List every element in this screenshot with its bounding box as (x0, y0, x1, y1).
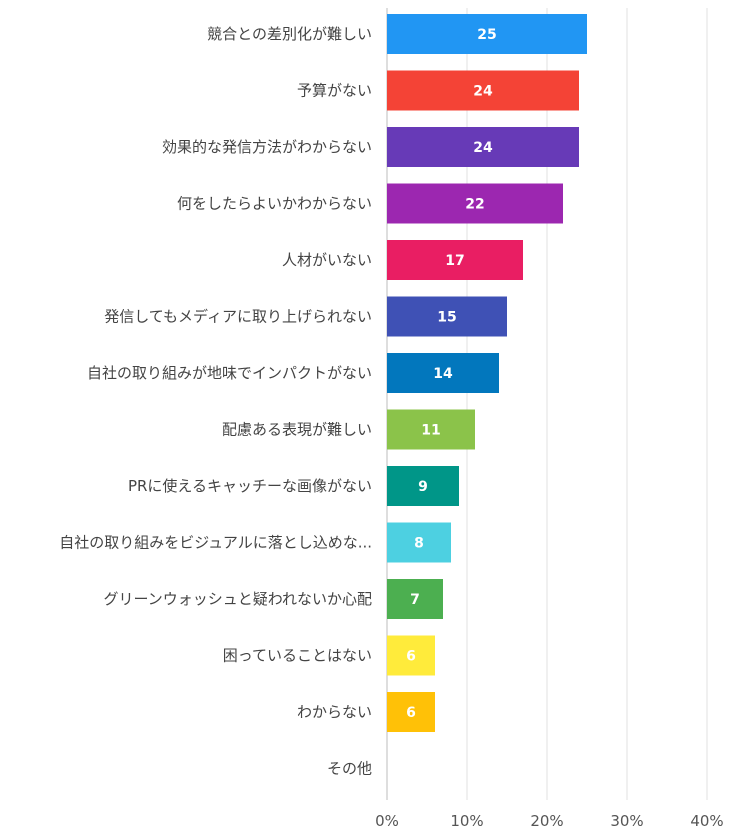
x-tick-label: 40% (690, 812, 723, 830)
category-label: 何をしたらよいかわからない (177, 195, 372, 213)
category-label: その他 (327, 760, 372, 778)
bar (387, 296, 507, 337)
category-label: 自社の取り組みをビジュアルに落とし込めな... (59, 534, 372, 552)
x-tick-label: 0% (375, 812, 399, 830)
data-label: 25 (477, 27, 496, 43)
bar (387, 127, 579, 167)
data-label: 17 (445, 253, 464, 269)
category-label: 競合との差別化が難しい (207, 25, 372, 43)
category-label: 予算がない (297, 82, 372, 100)
data-label: 9 (418, 479, 428, 495)
bar (387, 579, 443, 619)
category-label: PRに使えるキャッチーな画像がない (128, 477, 372, 495)
data-label: 6 (406, 705, 416, 721)
data-label: 22 (465, 197, 484, 213)
category-label: 困っていることはない (223, 647, 372, 665)
category-label: わからない (297, 703, 372, 721)
bars (387, 14, 587, 732)
category-label: グリーンウォッシュと疑われないか心配 (103, 590, 372, 608)
x-axis: 0% 10% 20% 30% 40% (375, 812, 724, 830)
category-label: 自社の取り組みが地味でインパクトがない (87, 364, 372, 382)
x-tick-label: 20% (530, 812, 563, 830)
bar (387, 692, 435, 732)
data-label: 11 (421, 423, 440, 439)
category-labels: 競合との差別化が難しい予算がない効果的な発信方法がわからない何をしたらよいかわか… (59, 25, 372, 778)
x-tick-label: 10% (450, 812, 483, 830)
bar (387, 183, 563, 224)
x-tick-label: 30% (610, 812, 643, 830)
category-label: 配慮ある表現が難しい (222, 421, 372, 439)
data-label: 14 (433, 366, 453, 382)
gridlines (386, 8, 708, 800)
bar (387, 353, 499, 393)
bar (387, 466, 459, 506)
bar (387, 635, 435, 676)
value-labels: 25 24 24 22 17 15 14 11 9 8 7 6 6 (406, 27, 497, 721)
category-label: 発信してもメディアに取り上げられない (104, 308, 372, 326)
category-label: 効果的な発信方法がわからない (162, 138, 372, 156)
data-label: 7 (410, 592, 420, 608)
data-label: 6 (406, 649, 416, 665)
data-label: 24 (473, 84, 493, 100)
bar (387, 14, 587, 54)
bar (387, 522, 451, 563)
bar (387, 240, 523, 280)
category-label: 人材がいない (282, 251, 372, 269)
data-label: 24 (473, 140, 493, 156)
bar (387, 409, 475, 450)
data-label: 15 (437, 310, 456, 326)
bar (387, 70, 579, 111)
data-label: 8 (414, 536, 424, 552)
